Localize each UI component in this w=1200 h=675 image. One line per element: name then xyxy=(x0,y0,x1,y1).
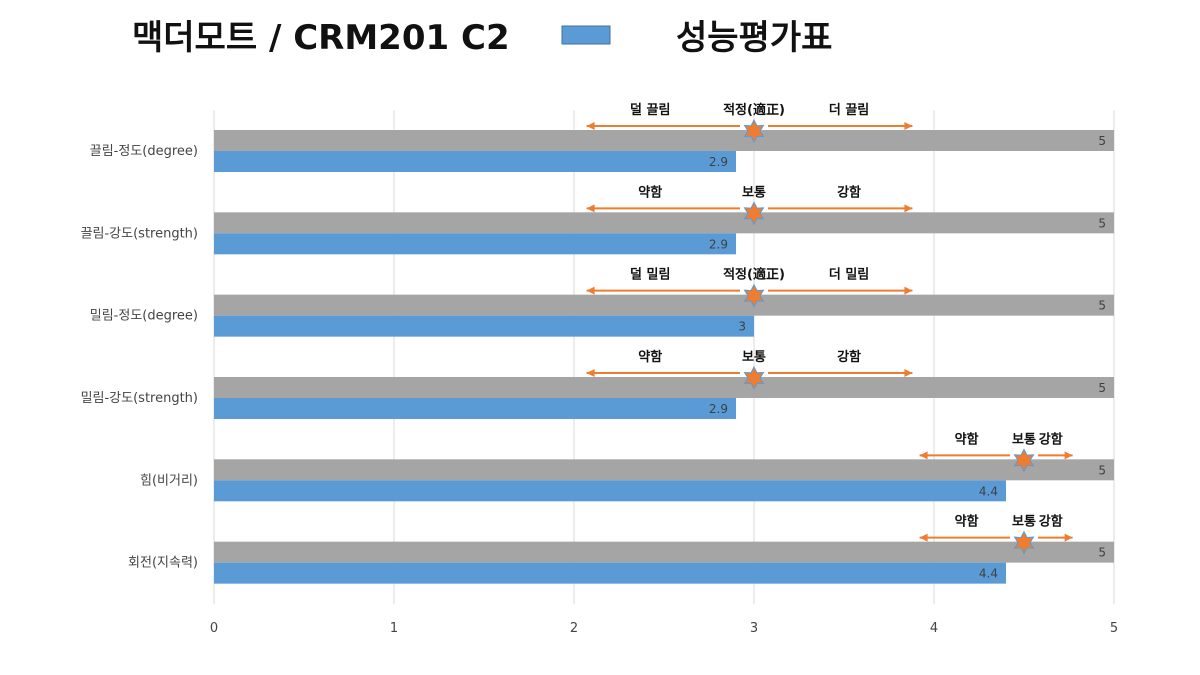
arrow-head-icon xyxy=(904,122,913,130)
star-marker-icon xyxy=(743,201,765,226)
annotation-left-label: 약함 xyxy=(955,514,979,530)
x-axis-ticks: 0 1 2 3 4 5 xyxy=(210,621,1118,636)
annotation-left-label: 약함 xyxy=(638,349,662,365)
star-marker-icon xyxy=(1013,448,1035,473)
data-label-score: 2.9 xyxy=(709,402,728,416)
category-label: 밀림-강도(strength) xyxy=(81,391,198,406)
data-label-max: 5 xyxy=(1098,216,1106,230)
bar-max xyxy=(214,376,1114,398)
legend-label: 성능평가표 xyxy=(676,18,832,58)
bar-max xyxy=(214,294,1114,316)
annotation-right-label: 강함 xyxy=(1039,431,1063,447)
annotation-center-label: 적정(適正) xyxy=(723,267,785,283)
arrow-head-icon xyxy=(919,451,928,460)
category-label: 끌림-강도(strength) xyxy=(81,226,198,241)
bar-score xyxy=(214,562,1006,584)
annotation-center-label: 보통 xyxy=(1012,432,1036,447)
annotation-right-label: 강함 xyxy=(837,349,861,365)
annotation-right-label: 강함 xyxy=(1039,514,1063,530)
annotation-center-label: 보통 xyxy=(742,185,766,200)
star-marker-icon xyxy=(743,118,765,144)
star-marker-icon xyxy=(743,365,765,391)
x-tick-label: 5 xyxy=(1110,621,1118,636)
x-tick-label: 4 xyxy=(930,621,938,636)
annotation-left-label: 덜 밀림 xyxy=(630,267,670,283)
category-label: 끌림-정도(degree) xyxy=(90,144,198,159)
category-labels: 끌림-정도(degree) 끌림-강도(strength) 밀림-정도(degree… xyxy=(81,144,198,571)
bar-score xyxy=(214,233,736,255)
annotation-center-label: 보통 xyxy=(742,350,766,365)
x-tick-label: 2 xyxy=(570,621,578,636)
annotation-right-label: 더 밀림 xyxy=(829,267,869,283)
bar-max xyxy=(214,212,1114,234)
data-label-score: 2.9 xyxy=(709,237,728,251)
data-label-score: 2.9 xyxy=(709,155,728,169)
star-marker-icon xyxy=(743,283,765,308)
grid-lines xyxy=(213,110,1115,604)
data-label-max: 5 xyxy=(1098,299,1106,313)
annotation-left-label: 덜 끌림 xyxy=(630,102,670,118)
bar-max xyxy=(214,459,1114,481)
arrow-head-icon xyxy=(586,204,595,213)
legend-swatch xyxy=(561,25,611,45)
star-marker-icon xyxy=(1013,530,1035,555)
bar-max xyxy=(214,130,1114,151)
data-label-max: 5 xyxy=(1098,381,1106,395)
data-label-max: 5 xyxy=(1098,134,1106,148)
arrow-head-icon xyxy=(1064,451,1073,460)
bar-score xyxy=(214,315,754,337)
category-label: 힘(비거리) xyxy=(140,473,198,488)
annotation-right-label: 더 끌림 xyxy=(829,102,869,118)
arrow-head-icon xyxy=(904,368,913,377)
bar-score xyxy=(214,480,1006,502)
bars: 5 2.9 5 2.9 5 3 5 2.9 5 4.4 5 4.4 xyxy=(214,130,1114,584)
arrow-head-icon xyxy=(586,286,595,295)
bar-score xyxy=(214,397,736,419)
arrow-head-icon xyxy=(586,122,595,130)
arrow-head-icon xyxy=(904,286,913,295)
arrow-head-icon xyxy=(919,533,928,542)
arrow-head-icon xyxy=(904,204,913,213)
arrow-head-icon xyxy=(586,368,595,377)
annotation-center-label: 보통 xyxy=(1012,515,1036,530)
annotation-left-label: 약함 xyxy=(955,431,979,447)
category-label: 회전(지속력) xyxy=(128,556,198,571)
bar-max xyxy=(214,541,1114,563)
annotation-left-label: 약함 xyxy=(638,184,662,200)
data-label-max: 5 xyxy=(1098,463,1106,477)
x-tick-label: 0 xyxy=(210,621,218,636)
chart-title: 맥더모트 / CRM201 C2 xyxy=(132,18,510,58)
x-tick-label: 1 xyxy=(390,621,398,636)
x-tick-label: 3 xyxy=(750,621,758,636)
data-label-score: 3 xyxy=(738,320,746,334)
category-label: 밀림-정도(degree) xyxy=(90,309,198,324)
bar-score xyxy=(214,151,736,172)
annotation-center-label: 적정(適正) xyxy=(723,102,785,118)
data-label-score: 4.4 xyxy=(979,567,998,581)
chart-header: 맥더모트 / CRM201 C2 성능평가표 xyxy=(132,18,832,58)
annotation-right-label: 강함 xyxy=(837,184,861,200)
data-label-max: 5 xyxy=(1098,546,1106,560)
data-label-score: 4.4 xyxy=(979,484,998,498)
arrow-head-icon xyxy=(1064,533,1073,542)
